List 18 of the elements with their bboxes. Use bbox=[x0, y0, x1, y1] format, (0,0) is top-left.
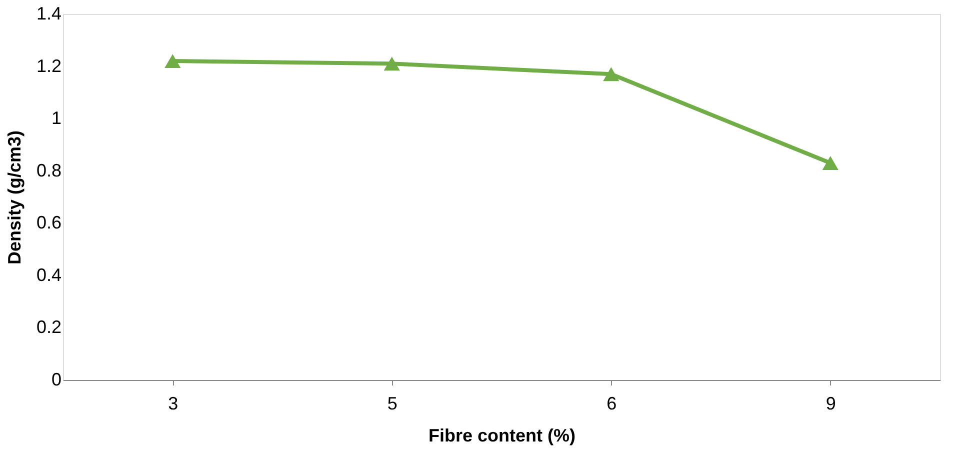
point bbox=[822, 156, 838, 170]
x-tick-label: 6 bbox=[606, 394, 617, 414]
y-tick-label: 0.8 bbox=[36, 160, 62, 180]
y-tick-label: 0.4 bbox=[36, 264, 62, 285]
point bbox=[384, 56, 400, 71]
y-axis-title: Density (g/cm3) bbox=[4, 130, 24, 265]
y-tick-label: 0.6 bbox=[36, 212, 62, 233]
y-tick-label: 1.2 bbox=[36, 56, 62, 76]
point bbox=[164, 54, 181, 68]
y-tick-label: 0 bbox=[51, 370, 62, 390]
y-tick-label: 0.2 bbox=[36, 317, 62, 338]
x-tick-label: 9 bbox=[826, 394, 836, 414]
x-tick-label: 3 bbox=[168, 394, 178, 414]
y-tick-label: 1 bbox=[51, 108, 62, 128]
y-tick-label: 1.4 bbox=[36, 4, 62, 24]
point bbox=[603, 67, 620, 82]
x-tick-label: 5 bbox=[387, 394, 398, 414]
x-axis-title: Fibre content (%) bbox=[428, 426, 576, 446]
